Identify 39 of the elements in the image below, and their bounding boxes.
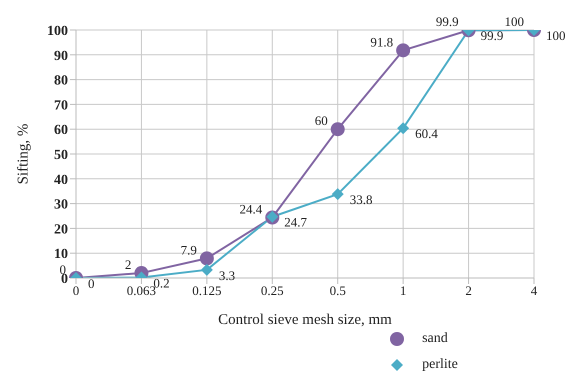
y-tick-label: 90 [54,48,68,64]
point [332,188,344,200]
point [397,122,410,134]
legend-label: perlite [422,357,458,373]
data-label: 33.8 [350,192,372,208]
x-tick-label: 2 [465,283,472,298]
data-label: 60 [314,113,328,128]
y-tick-label: 100 [47,24,68,39]
x-axis-title: Control sieve mesh size, mm [218,312,392,328]
data-label: 7.9 [180,242,197,258]
y-tick-label: 20 [54,222,68,238]
data-label: 60.4 [415,126,438,142]
data-label: 99.9 [436,14,459,30]
data-label: 24.4 [240,201,263,216]
data-label: 24.7 [284,214,308,230]
data-label: 3.3 [218,268,236,283]
data-label: 100 [504,14,524,29]
x-tick-label: 1 [400,283,406,298]
x-tick-label: 0.5 [330,283,346,298]
x-tick-label: 0.125 [192,283,222,298]
data-label: 100 [546,28,566,43]
data-label: 2 [124,257,132,272]
x-tick-label: 0 [72,283,80,298]
x-tick-label: 0.25 [260,283,284,298]
y-tick-label: 10 [54,247,68,262]
y-tick-label: 80 [54,74,68,89]
data-label: 91.8 [370,34,394,50]
point [330,122,345,136]
y-tick-label: 50 [54,148,68,163]
point [200,251,214,266]
y-axis-title: Sifting, % [15,124,32,184]
legend-label: sand [422,331,448,347]
y-tick-label: 40 [54,172,68,188]
data-label: 99.9 [480,28,504,44]
y-tick-label: 70 [54,98,68,114]
y-tick-label: 60 [54,123,68,138]
y-tick-label: 30 [54,198,68,213]
point [200,264,213,276]
x-tick-label: 4 [530,283,538,298]
